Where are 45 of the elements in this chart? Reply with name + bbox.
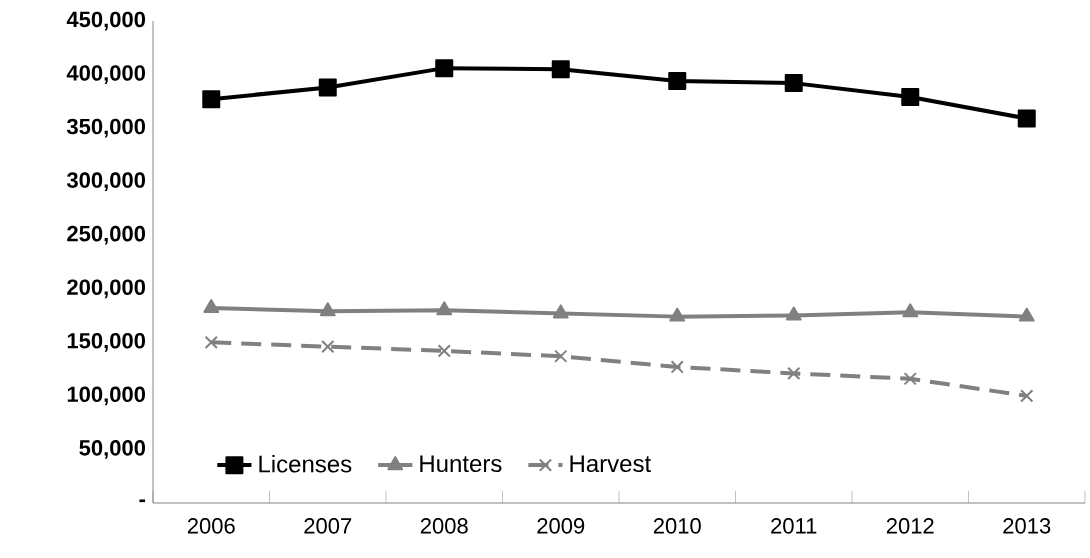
point xyxy=(670,360,684,374)
x-tick-label: 2006 xyxy=(187,518,235,534)
point xyxy=(202,90,221,109)
point xyxy=(785,306,802,321)
y-tick-label: 400,000 xyxy=(66,65,146,84)
y-tick-label: 300,000 xyxy=(66,172,146,192)
legend-label: Harvest xyxy=(570,455,652,473)
x-tick-label: 2007 xyxy=(304,518,352,534)
point xyxy=(551,60,570,79)
legend-label: Hunters xyxy=(420,455,502,473)
point xyxy=(903,372,917,386)
y-tick-label: 50,000 xyxy=(79,440,146,459)
y-tick-label: 200,000 xyxy=(67,279,146,299)
point xyxy=(1017,109,1036,128)
point xyxy=(1020,389,1034,403)
y-tick-label: 350,000 xyxy=(66,118,146,138)
x-tick-label: 2013 xyxy=(1003,518,1051,534)
point xyxy=(318,78,337,97)
y-tick-label: 150,000 xyxy=(67,332,146,352)
point xyxy=(552,304,569,319)
legend-label: Licenses xyxy=(259,454,352,473)
point xyxy=(554,349,568,363)
y-tick-label: - xyxy=(139,499,146,503)
x-tick-label: 2012 xyxy=(886,518,934,534)
x-tick-label: 2010 xyxy=(653,518,701,534)
y-tick-label: 100,000 xyxy=(67,386,146,406)
x-tick-label: 2011 xyxy=(771,518,817,534)
point xyxy=(1018,307,1035,322)
y-tick-label: 450,000 xyxy=(66,11,146,31)
point xyxy=(901,88,920,107)
point xyxy=(319,302,336,317)
y-tick-label: 250,000 xyxy=(67,225,146,245)
point xyxy=(435,59,454,78)
point xyxy=(437,344,451,358)
point xyxy=(668,71,687,90)
point xyxy=(787,366,801,381)
point xyxy=(204,335,218,349)
x-tick-label: 2009 xyxy=(537,518,585,534)
point xyxy=(436,301,453,316)
x-tick-label: 2008 xyxy=(420,518,468,534)
point xyxy=(203,299,220,314)
point xyxy=(669,307,686,322)
point xyxy=(321,339,335,354)
point xyxy=(902,303,919,318)
point xyxy=(784,74,803,93)
